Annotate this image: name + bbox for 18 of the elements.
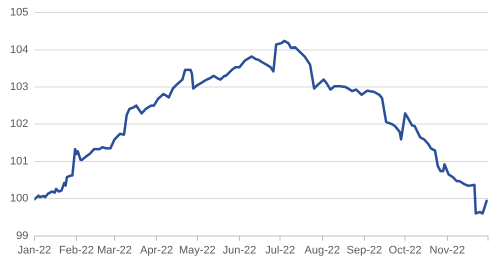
y-tick-label: 104 bbox=[10, 44, 28, 56]
x-tick-label: May-22 bbox=[178, 244, 216, 256]
y-tick-label: 105 bbox=[10, 6, 28, 19]
x-tick-label: Apr-22 bbox=[140, 244, 174, 256]
y-tick-label: 101 bbox=[10, 155, 28, 168]
x-tick-label: Aug-22 bbox=[304, 244, 340, 256]
y-tick-label: 103 bbox=[10, 81, 28, 94]
x-tick-label: Jun-22 bbox=[222, 244, 256, 256]
x-tick-label: Nov-22 bbox=[430, 244, 465, 256]
x-tick-label: Sep-22 bbox=[346, 244, 382, 256]
x-tick-label: Mar-22 bbox=[97, 244, 132, 256]
y-tick-label: 102 bbox=[10, 118, 28, 130]
y-tick-label: 99 bbox=[16, 230, 28, 242]
x-tick-label: Jul-22 bbox=[265, 244, 296, 256]
x-tick-label: Feb-22 bbox=[59, 244, 94, 256]
y-tick-label: 100 bbox=[10, 192, 28, 205]
x-tick-label: Jan-22 bbox=[18, 244, 52, 256]
x-tick-label: Oct-22 bbox=[388, 244, 422, 256]
